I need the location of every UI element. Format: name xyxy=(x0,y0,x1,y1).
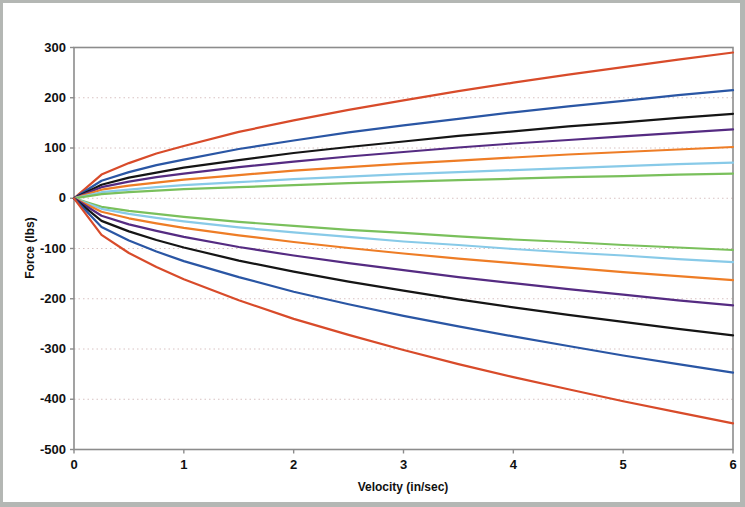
y-axis-title: Force (lbs) xyxy=(23,217,37,278)
x-tick-label: 4 xyxy=(495,457,531,473)
y-tick-label: -300 xyxy=(6,341,66,357)
y-tick-label: 200 xyxy=(6,90,66,106)
x-tick-label: 0 xyxy=(56,457,92,473)
plot-area xyxy=(0,0,745,507)
x-tick-label: 1 xyxy=(166,457,202,473)
y-tick-label: 300 xyxy=(6,40,66,56)
x-tick-label: 2 xyxy=(276,457,312,473)
x-tick-label: 6 xyxy=(715,457,745,473)
y-tick-label: -400 xyxy=(6,391,66,407)
y-tick-label: -200 xyxy=(6,291,66,307)
curve-orange-negative xyxy=(74,198,733,280)
curve-purple-negative xyxy=(74,198,733,305)
y-tick-label: 100 xyxy=(6,140,66,156)
y-tick-label: -500 xyxy=(6,442,66,458)
x-tick-label: 5 xyxy=(605,457,641,473)
y-tick-label: 0 xyxy=(6,190,66,206)
curve-blue-negative xyxy=(74,198,733,372)
x-tick-label: 3 xyxy=(386,457,422,473)
x-axis-title: Velocity (in/sec) xyxy=(358,480,449,494)
chart-window: 3002001000-100-200-300-400-500 0123456 F… xyxy=(0,0,745,507)
